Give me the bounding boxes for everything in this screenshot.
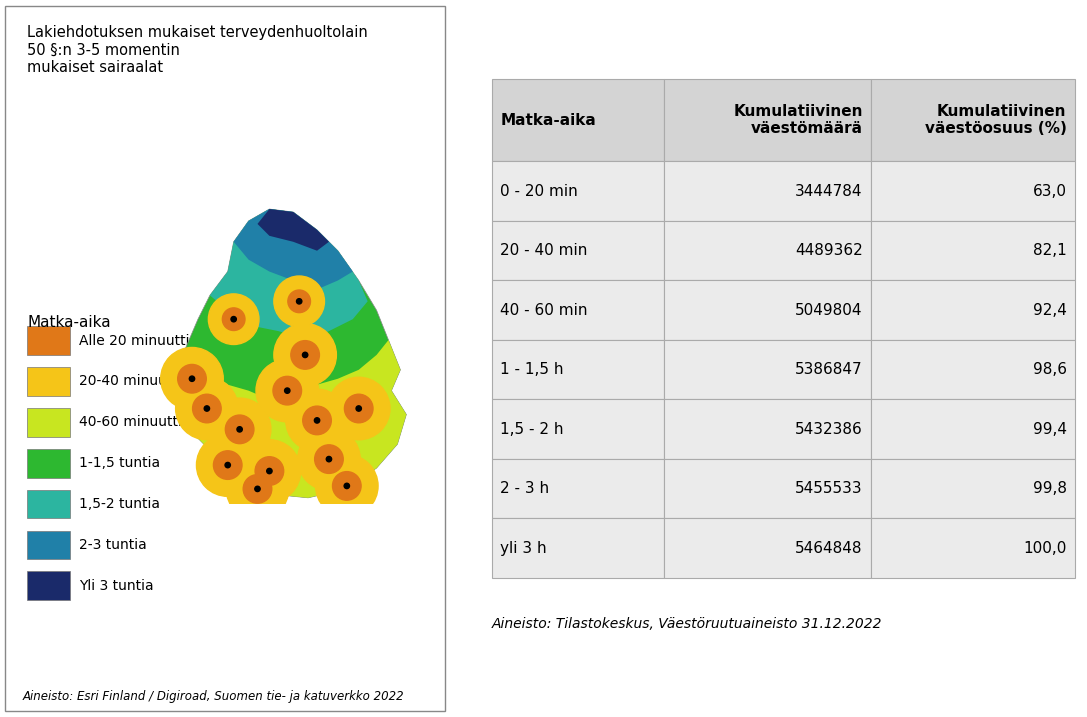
Text: 82,1: 82,1 (1033, 243, 1066, 258)
FancyBboxPatch shape (871, 518, 1075, 578)
Text: Matka-aika: Matka-aika (27, 315, 111, 331)
FancyBboxPatch shape (492, 518, 664, 578)
Text: 4489362: 4489362 (795, 243, 863, 258)
Text: Alle 20 minuuttia: Alle 20 minuuttia (79, 333, 198, 348)
Text: 5432386: 5432386 (795, 422, 863, 437)
Text: 1-1,5 tuntia: 1-1,5 tuntia (79, 456, 160, 470)
Text: Lakiehdotuksen mukaiset terveydenhuoltolain
50 §:n 3-5 momentin
mukaiset sairaal: Lakiehdotuksen mukaiset terveydenhuoltol… (27, 25, 367, 75)
Text: 1,5-2 tuntia: 1,5-2 tuntia (79, 497, 160, 511)
FancyBboxPatch shape (492, 221, 664, 280)
Text: 40 - 60 min: 40 - 60 min (500, 303, 588, 318)
Text: 1 - 1,5 h: 1 - 1,5 h (500, 362, 564, 377)
FancyBboxPatch shape (664, 340, 871, 399)
Text: 99,8: 99,8 (1033, 481, 1066, 496)
FancyBboxPatch shape (871, 280, 1075, 340)
Text: 98,6: 98,6 (1033, 362, 1066, 377)
FancyBboxPatch shape (664, 459, 871, 518)
FancyBboxPatch shape (492, 459, 664, 518)
Text: 20 - 40 min: 20 - 40 min (500, 243, 588, 258)
Text: yli 3 h: yli 3 h (500, 541, 547, 556)
Text: 5386847: 5386847 (795, 362, 863, 377)
Text: 5455533: 5455533 (795, 481, 863, 496)
Text: 1,5 - 2 h: 1,5 - 2 h (500, 422, 564, 437)
Text: Kumulatiivinen
väestömäärä: Kumulatiivinen väestömäärä (734, 104, 863, 136)
FancyBboxPatch shape (492, 340, 664, 399)
FancyBboxPatch shape (27, 490, 70, 518)
FancyBboxPatch shape (492, 399, 664, 459)
Text: Matka-aika: Matka-aika (500, 113, 596, 128)
FancyBboxPatch shape (664, 161, 871, 221)
FancyBboxPatch shape (27, 449, 70, 478)
Text: 0 - 20 min: 0 - 20 min (500, 184, 578, 199)
FancyBboxPatch shape (664, 280, 871, 340)
Text: Aineisto: Tilastokeskus, Väestöruutuaineisto 31.12.2022: Aineisto: Tilastokeskus, Väestöruutuaine… (492, 617, 883, 632)
Text: Aineisto: Esri Finland / Digiroad, Suomen tie- ja katuverkko 2022: Aineisto: Esri Finland / Digiroad, Suome… (23, 690, 404, 703)
Text: 40-60 minuuttia: 40-60 minuuttia (79, 415, 190, 429)
FancyBboxPatch shape (871, 459, 1075, 518)
FancyBboxPatch shape (492, 280, 664, 340)
Text: 2-3 tuntia: 2-3 tuntia (79, 538, 147, 552)
FancyBboxPatch shape (871, 79, 1075, 161)
FancyBboxPatch shape (664, 221, 871, 280)
FancyBboxPatch shape (27, 531, 70, 559)
Text: 100,0: 100,0 (1023, 541, 1066, 556)
FancyBboxPatch shape (664, 79, 871, 161)
FancyBboxPatch shape (27, 408, 70, 437)
Text: Yli 3 tuntia: Yli 3 tuntia (79, 579, 153, 593)
Text: 92,4: 92,4 (1033, 303, 1066, 318)
Text: Kumulatiivinen
väestöosuus (%): Kumulatiivinen väestöosuus (%) (925, 104, 1066, 136)
FancyBboxPatch shape (871, 340, 1075, 399)
Text: 5049804: 5049804 (796, 303, 863, 318)
FancyBboxPatch shape (492, 79, 664, 161)
FancyBboxPatch shape (27, 326, 70, 355)
FancyBboxPatch shape (871, 399, 1075, 459)
Text: 5464848: 5464848 (796, 541, 863, 556)
FancyBboxPatch shape (27, 367, 70, 396)
FancyBboxPatch shape (871, 221, 1075, 280)
FancyBboxPatch shape (492, 161, 664, 221)
Text: 20-40 minuuttia: 20-40 minuuttia (79, 374, 190, 389)
Text: 2 - 3 h: 2 - 3 h (500, 481, 549, 496)
FancyBboxPatch shape (871, 161, 1075, 221)
Text: 3444784: 3444784 (796, 184, 863, 199)
Text: 63,0: 63,0 (1033, 184, 1066, 199)
Text: 99,4: 99,4 (1033, 422, 1066, 437)
FancyBboxPatch shape (5, 6, 445, 711)
FancyBboxPatch shape (664, 518, 871, 578)
FancyBboxPatch shape (664, 399, 871, 459)
FancyBboxPatch shape (27, 571, 70, 600)
